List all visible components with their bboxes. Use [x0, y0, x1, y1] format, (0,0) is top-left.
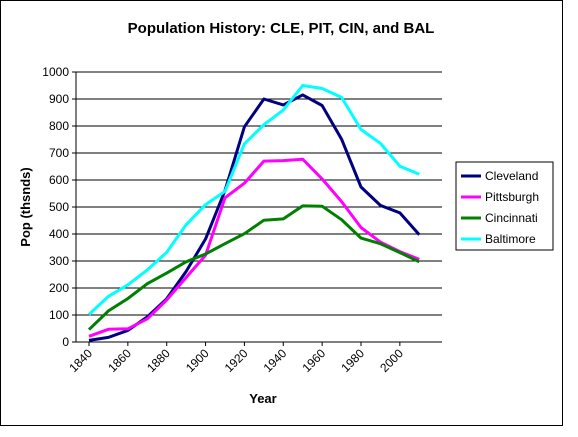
y-tick-label: 800 [49, 119, 69, 133]
y-axis-label: Pop (thsnds) [18, 167, 33, 246]
y-tick-label: 900 [49, 92, 69, 106]
y-tick-label: 500 [49, 200, 69, 214]
y-tick-label: 400 [49, 227, 69, 241]
legend-label-cincinnati: Cincinnati [485, 211, 538, 225]
legend: Cleveland Pittsburgh Cincinnati Baltimore [455, 161, 554, 251]
gridlines [76, 71, 442, 316]
y-tick-label: 600 [49, 173, 69, 187]
y-tick-label: 200 [49, 281, 69, 295]
y-tick-label: 1000 [42, 65, 69, 79]
series-lines [87, 84, 421, 342]
y-tick-label: 0 [62, 335, 69, 349]
y-tick-label: 100 [49, 308, 69, 322]
legend-label-pittsburgh: Pittsburgh [485, 190, 539, 204]
x-axis-label: Year [249, 391, 276, 406]
chart-title: Population History: CLE, PIT, CIN, and B… [128, 20, 435, 37]
legend-label-cleveland: Cleveland [485, 169, 538, 183]
legend-label-baltimore: Baltimore [485, 232, 536, 246]
series-line-baltimore [87, 84, 420, 316]
y-tick-label: 700 [49, 146, 69, 160]
series-line-pittsburgh [88, 157, 420, 338]
y-tick-label: 300 [49, 254, 69, 268]
y-axis-ticks: 0 100 200 300 400 500 600 700 800 900 1000 [42, 65, 76, 349]
series-line-cincinnati [87, 204, 420, 331]
